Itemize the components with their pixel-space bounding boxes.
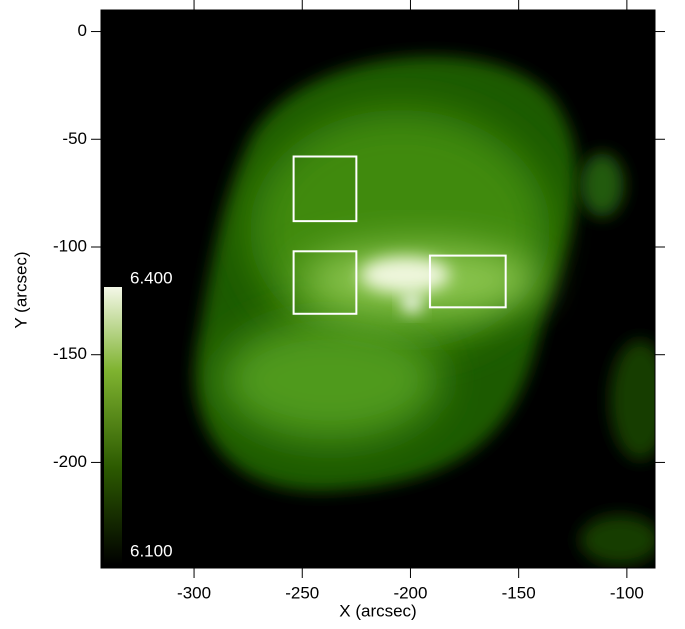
colorbar [104,287,122,565]
y-tick-label: 0 [78,21,87,40]
region-box [292,155,358,223]
y-tick-label: -50 [62,129,87,148]
x-tick-label: -300 [177,583,211,602]
y-tick-label: -150 [53,344,87,363]
y-tick-label: -100 [53,236,87,255]
x-tick-label: -100 [610,583,644,602]
region-box [428,254,507,309]
x-tick-label: -200 [393,583,427,602]
y-tick-label: -200 [53,452,87,471]
x-tick-label: -250 [285,583,319,602]
plot-frame [100,9,656,569]
colorbar-label: 6.400 [130,268,173,287]
colorbar-label: 6.100 [130,541,173,560]
region-box [292,250,358,315]
solar-image [195,56,655,565]
y-axis-label: Y (arcsec) [11,251,30,328]
x-tick-label: -150 [502,583,536,602]
x-axis-label: X (arcsec) [339,601,416,620]
